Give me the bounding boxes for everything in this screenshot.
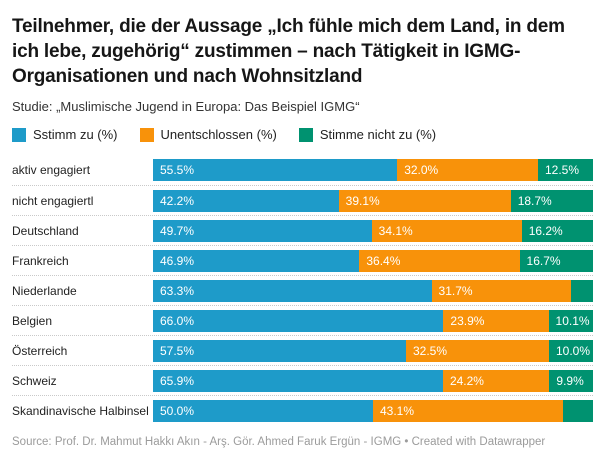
- chart-row: aktiv engagiert 55.5% 32.0% 12.5%: [12, 155, 593, 185]
- row-label: nicht engagiertl: [12, 193, 94, 208]
- legend-swatch-icon: [298, 127, 313, 142]
- stacked-bar: 42.2% 39.1% 18.7%: [153, 189, 593, 212]
- segment-value-label: 16.2%: [528, 223, 563, 238]
- chart-row: Skandinavische Halbinsel 50.0% 43.1%: [12, 395, 593, 425]
- chart-row: Österreich 57.5% 32.5% 10.0%: [12, 335, 593, 365]
- legend-item-disagree: Stimme nicht zu (%): [298, 127, 437, 143]
- segment-value-label: 65.9%: [160, 373, 195, 388]
- bar-segment-disagree: [570, 279, 593, 302]
- bar-segment-undecided: 39.1%: [338, 189, 511, 212]
- chart-title: Teilnehmer, die der Aussage „Ich fühle m…: [12, 16, 565, 88]
- bar-segment-undecided: 23.9%: [443, 309, 549, 332]
- segment-value-label: 9.9%: [556, 373, 584, 388]
- segment-value-label: 10.1%: [555, 313, 590, 328]
- stacked-bar-chart: aktiv engagiert 55.5% 32.0% 12.5% nicht enga…: [12, 155, 593, 425]
- segment-value-label: 55.5%: [160, 163, 195, 178]
- row-label: Deutschland: [12, 223, 79, 238]
- row-label: Niederlande: [12, 283, 77, 298]
- segment-value-label: 16.7%: [526, 253, 561, 268]
- segment-value-label: 18.7%: [517, 193, 552, 208]
- chart-row: Schweiz 65.9% 24.2% 9.9%: [12, 365, 593, 395]
- segment-value-label: 32.5%: [413, 343, 448, 358]
- bar-segment-undecided: 36.4%: [359, 249, 520, 272]
- segment-value-label: 49.7%: [160, 223, 195, 238]
- stacked-bar: 65.9% 24.2% 9.9%: [153, 369, 593, 392]
- chart-row: nicht engagiertl 42.2% 39.1% 18.7%: [12, 185, 593, 215]
- bar-segment-undecided: 32.5%: [406, 339, 549, 362]
- segment-value-label: 32.0%: [404, 163, 439, 178]
- bar-segment-agree: 46.9%: [153, 249, 360, 272]
- bar-segment-agree: 50.0%: [153, 399, 373, 422]
- row-label: Schweiz: [12, 373, 57, 388]
- stacked-bar: 55.5% 32.0% 12.5%: [153, 159, 593, 182]
- row-label: Skandinavische Halbinsel: [12, 403, 149, 418]
- segment-value-label: 34.1%: [378, 223, 413, 238]
- bar-segment-disagree: 10.0%: [549, 339, 593, 362]
- chart-row: Niederlande 63.3% 31.7%: [12, 275, 593, 305]
- bar-segment-disagree: 9.9%: [549, 369, 593, 392]
- legend-label: Sstimm zu (%): [33, 127, 118, 143]
- legend-swatch-icon: [12, 127, 26, 142]
- bar-segment-disagree: 16.7%: [519, 249, 593, 272]
- segment-value-label: 12.5%: [544, 163, 580, 178]
- segment-value-label: 36.4%: [366, 253, 401, 268]
- bar-segment-agree: 66.0%: [153, 309, 444, 332]
- legend-item-undecided: Unentschlossen (%): [139, 127, 277, 143]
- bar-segment-undecided: 24.2%: [442, 369, 550, 392]
- segment-value-label: 42.2%: [160, 193, 195, 208]
- bar-segment-undecided: 34.1%: [371, 219, 522, 242]
- segment-value-label: 50.0%: [160, 403, 195, 418]
- segment-value-label: 57.5%: [160, 343, 195, 358]
- legend-swatch-icon: [139, 127, 154, 142]
- chart-subtitle: Studie: „Muslimische Jugend in Europa: D…: [12, 99, 360, 115]
- bar-segment-agree: 42.2%: [153, 189, 339, 212]
- segment-value-label: 39.1%: [345, 193, 380, 208]
- row-label: Frankreich: [12, 253, 69, 268]
- bar-segment-undecided: 31.7%: [431, 279, 571, 302]
- stacked-bar: 63.3% 31.7%: [153, 279, 593, 302]
- legend-label: Stimme nicht zu (%): [319, 127, 437, 143]
- bar-segment-agree: 65.9%: [153, 369, 443, 392]
- segment-value-label: 10.0%: [556, 343, 591, 358]
- stacked-bar: 50.0% 43.1%: [153, 399, 593, 422]
- bar-segment-agree: 57.5%: [153, 339, 406, 362]
- segment-value-label: 43.1%: [380, 403, 415, 418]
- bar-segment-disagree: 12.5%: [537, 159, 593, 182]
- segment-value-label: 23.9%: [450, 313, 485, 328]
- segment-value-label: 66.0%: [160, 313, 195, 328]
- bar-segment-agree: 55.5%: [153, 159, 398, 182]
- segment-value-label: 63.3%: [160, 283, 195, 298]
- bar-segment-agree: 63.3%: [153, 279, 432, 302]
- row-label: Österreich: [12, 343, 68, 358]
- legend: Sstimm zu (%) Unentschlossen (%) Stimme ni…: [12, 127, 593, 142]
- stacked-bar: 46.9% 36.4% 16.7%: [153, 249, 593, 272]
- legend-label: Unentschlossen (%): [160, 127, 277, 143]
- bar-segment-undecided: 32.0%: [397, 159, 538, 182]
- stacked-bar: 49.7% 34.1% 16.2%: [153, 219, 593, 242]
- row-label: Belgien: [12, 313, 53, 328]
- bar-segment-disagree: [562, 399, 593, 422]
- bar-segment-disagree: 16.2%: [521, 219, 593, 242]
- segment-value-label: 31.7%: [438, 283, 473, 298]
- segment-value-label: 24.2%: [449, 373, 484, 388]
- legend-item-agree: Sstimm zu (%): [12, 127, 118, 142]
- source-note: Source: Prof. Dr. Mahmut Hakkı Akın - Ar…: [12, 436, 546, 449]
- chart-row: Frankreich 46.9% 36.4% 16.7%: [12, 245, 593, 275]
- chart-row: Belgien 66.0% 23.9% 10.1%: [12, 305, 593, 335]
- chart-row: Deutschland 49.7% 34.1% 16.2%: [12, 215, 593, 245]
- segment-value-label: 46.9%: [160, 253, 195, 268]
- stacked-bar: 57.5% 32.5% 10.0%: [153, 339, 593, 362]
- bar-segment-agree: 49.7%: [153, 219, 372, 242]
- bar-segment-disagree: 10.1%: [548, 309, 593, 332]
- stacked-bar: 66.0% 23.9% 10.1%: [153, 309, 593, 332]
- bar-segment-undecided: 43.1%: [373, 399, 563, 422]
- bar-segment-disagree: 18.7%: [510, 189, 593, 212]
- row-label: aktiv engagiert: [12, 163, 91, 178]
